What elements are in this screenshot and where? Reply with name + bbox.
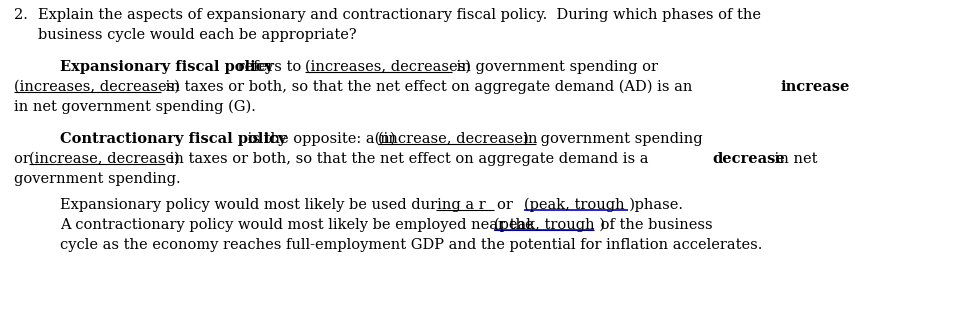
Text: phase.: phase. bbox=[630, 198, 683, 212]
Text: or: or bbox=[497, 198, 517, 212]
Text: government spending: government spending bbox=[536, 132, 703, 146]
Text: of the business: of the business bbox=[596, 218, 713, 232]
Text: in taxes or both, so that the net effect on aggregate demand (AD) is an: in taxes or both, so that the net effect… bbox=[161, 80, 697, 94]
Text: refers to: refers to bbox=[233, 60, 306, 74]
Text: is the opposite: a(n): is the opposite: a(n) bbox=[243, 132, 400, 146]
Text: or: or bbox=[14, 152, 35, 166]
Text: decrease: decrease bbox=[712, 152, 785, 166]
Text: Explain the aspects of expansionary and contractionary fiscal policy.  During wh: Explain the aspects of expansionary and … bbox=[38, 8, 761, 22]
Text: Expansionary policy would most likely be used during a r: Expansionary policy would most likely be… bbox=[60, 198, 485, 212]
Text: in net: in net bbox=[770, 152, 817, 166]
Text: (increases, decreases): (increases, decreases) bbox=[14, 80, 180, 94]
Text: in: in bbox=[514, 132, 538, 146]
Text: (peak, trough ): (peak, trough ) bbox=[524, 198, 635, 213]
Text: in net government spending (G).: in net government spending (G). bbox=[14, 100, 256, 114]
Text: Expansionary fiscal policy: Expansionary fiscal policy bbox=[60, 60, 273, 74]
Text: (increase, decrease): (increase, decrease) bbox=[378, 132, 529, 146]
Text: increase: increase bbox=[780, 80, 849, 94]
Text: A contractionary policy would most likely be employed near the: A contractionary policy would most likel… bbox=[60, 218, 539, 232]
Text: Contractionary fiscal policy: Contractionary fiscal policy bbox=[60, 132, 286, 146]
Text: government spending.: government spending. bbox=[14, 172, 181, 186]
Text: cycle as the economy reaches full-employment GDP and the potential for inflation: cycle as the economy reaches full-employ… bbox=[60, 238, 762, 252]
Text: 2.: 2. bbox=[14, 8, 28, 22]
Text: in government spending or: in government spending or bbox=[452, 60, 658, 74]
Text: business cycle would each be appropriate?: business cycle would each be appropriate… bbox=[38, 28, 357, 42]
Text: (increase, decrease): (increase, decrease) bbox=[29, 152, 180, 166]
Text: (increases, decreases): (increases, decreases) bbox=[305, 60, 471, 74]
Text: in taxes or both, so that the net effect on aggregate demand is a: in taxes or both, so that the net effect… bbox=[165, 152, 653, 166]
Text: (peak, trough ): (peak, trough ) bbox=[494, 218, 605, 232]
